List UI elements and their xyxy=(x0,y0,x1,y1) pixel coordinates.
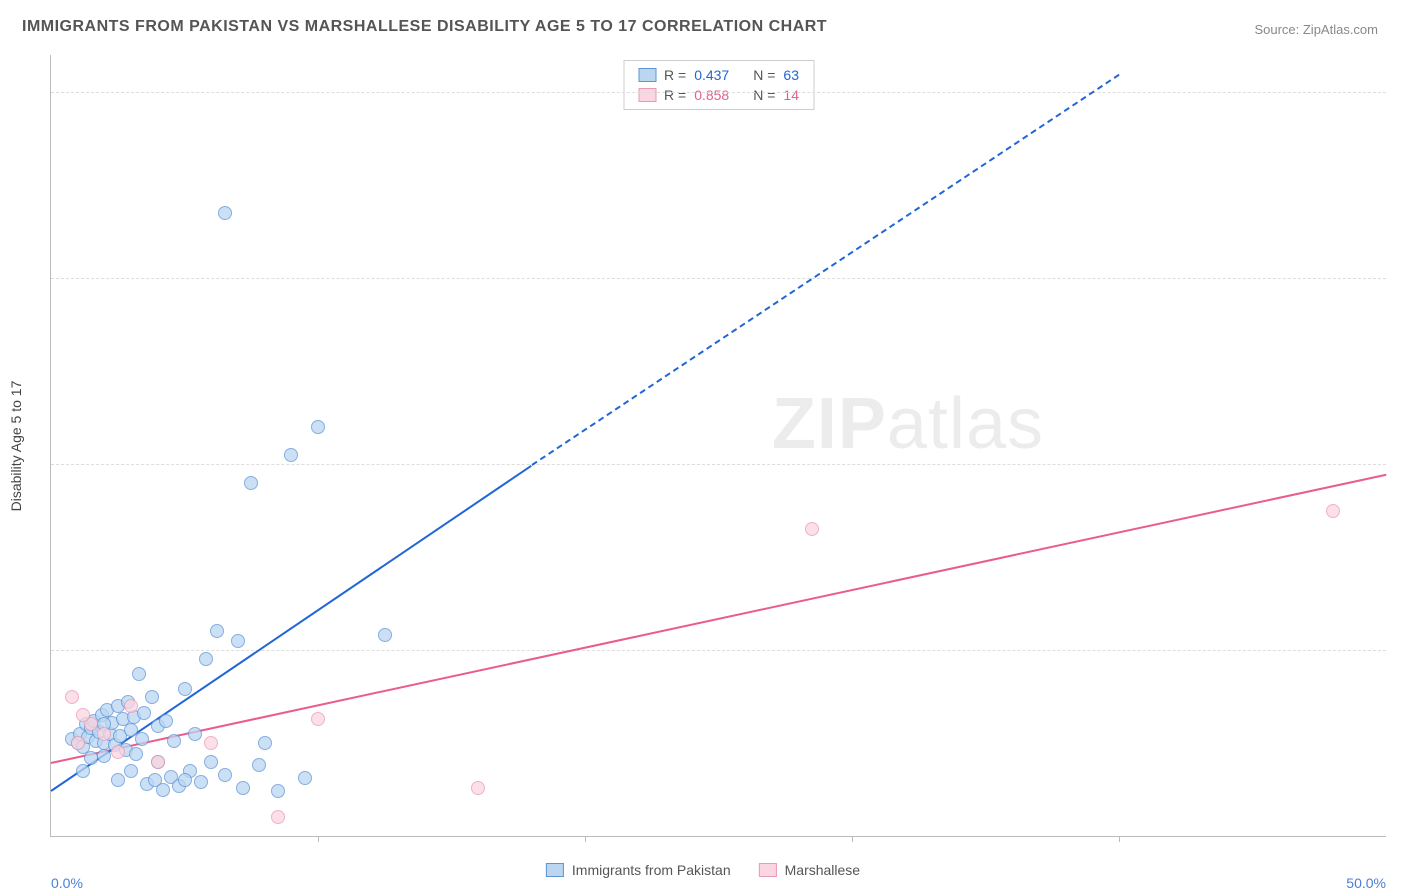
legend-row-pink: R = 0.858 N = 14 xyxy=(638,85,799,105)
watermark: ZIPatlas xyxy=(772,383,1044,465)
data-point-blue xyxy=(244,476,258,490)
data-point-blue xyxy=(159,714,173,728)
source-attribution: Source: ZipAtlas.com xyxy=(1254,22,1378,37)
series-legend: Immigrants from Pakistan Marshallese xyxy=(546,862,860,878)
legend-R-label: R = xyxy=(664,87,686,103)
trend-line-blue-dashed xyxy=(531,74,1119,466)
legend-N-pink: 14 xyxy=(783,87,799,103)
data-point-blue xyxy=(378,628,392,642)
data-point-blue xyxy=(76,764,90,778)
legend-label-pink: Marshallese xyxy=(785,862,860,878)
x-tick-mark xyxy=(852,836,853,842)
data-point-pink xyxy=(111,745,125,759)
data-point-blue xyxy=(137,706,151,720)
data-point-pink xyxy=(71,736,85,750)
x-tick-mark xyxy=(585,836,586,842)
data-point-blue xyxy=(210,624,224,638)
legend-R-label: R = xyxy=(664,67,686,83)
gridline-h xyxy=(51,278,1386,279)
legend-swatch-blue xyxy=(638,68,656,82)
y-axis-label: Disability Age 5 to 17 xyxy=(8,380,24,511)
data-point-blue xyxy=(111,773,125,787)
data-point-blue xyxy=(298,771,312,785)
data-point-pink xyxy=(204,736,218,750)
data-point-blue xyxy=(194,775,208,789)
data-point-blue xyxy=(97,749,111,763)
y-tick-label: 30.0% xyxy=(1391,270,1406,286)
data-point-blue xyxy=(231,634,245,648)
data-point-pink xyxy=(65,690,79,704)
source-link[interactable]: ZipAtlas.com xyxy=(1303,22,1378,37)
chart-title: IMMIGRANTS FROM PAKISTAN VS MARSHALLESE … xyxy=(22,18,827,36)
legend-item-pink: Marshallese xyxy=(759,862,860,878)
data-point-blue xyxy=(145,690,159,704)
legend-swatch-pink xyxy=(638,88,656,102)
x-tick-mark xyxy=(1119,836,1120,842)
data-point-blue xyxy=(218,768,232,782)
legend-swatch-pink-bottom xyxy=(759,863,777,877)
data-point-pink xyxy=(124,699,138,713)
data-point-pink xyxy=(271,810,285,824)
scatter-plot-area: Disability Age 5 to 17 ZIPatlas R = 0.43… xyxy=(50,55,1386,837)
data-point-pink xyxy=(311,712,325,726)
data-point-blue xyxy=(167,734,181,748)
trend-line-blue xyxy=(50,464,532,791)
data-point-pink xyxy=(805,522,819,536)
data-point-blue xyxy=(124,764,138,778)
data-point-pink xyxy=(76,708,90,722)
gridline-h xyxy=(51,650,1386,651)
x-tick-label: 50.0% xyxy=(1346,875,1386,891)
watermark-atlas: atlas xyxy=(887,384,1044,464)
data-point-blue xyxy=(252,758,266,772)
data-point-blue xyxy=(284,448,298,462)
data-point-pink xyxy=(1326,504,1340,518)
y-tick-label: 40.0% xyxy=(1391,84,1406,100)
data-point-pink xyxy=(97,727,111,741)
watermark-zip: ZIP xyxy=(772,384,887,464)
data-point-blue xyxy=(218,206,232,220)
y-tick-label: 10.0% xyxy=(1391,642,1406,658)
data-point-blue xyxy=(84,751,98,765)
data-point-blue xyxy=(178,773,192,787)
x-tick-label: 0.0% xyxy=(51,875,83,891)
legend-R-pink: 0.858 xyxy=(694,87,729,103)
data-point-blue xyxy=(188,727,202,741)
source-prefix: Source: xyxy=(1254,22,1302,37)
legend-item-blue: Immigrants from Pakistan xyxy=(546,862,731,878)
gridline-h xyxy=(51,464,1386,465)
data-point-blue xyxy=(258,736,272,750)
data-point-blue xyxy=(204,755,218,769)
gridline-h xyxy=(51,92,1386,93)
legend-N-label: N = xyxy=(753,67,775,83)
data-point-blue xyxy=(156,783,170,797)
legend-row-blue: R = 0.437 N = 63 xyxy=(638,65,799,85)
data-point-blue xyxy=(135,732,149,746)
data-point-blue xyxy=(236,781,250,795)
x-tick-mark xyxy=(318,836,319,842)
data-point-blue xyxy=(129,747,143,761)
data-point-pink xyxy=(471,781,485,795)
data-point-blue xyxy=(178,682,192,696)
trend-line-pink xyxy=(51,473,1386,763)
legend-N-label: N = xyxy=(753,87,775,103)
legend-label-blue: Immigrants from Pakistan xyxy=(572,862,731,878)
correlation-legend: R = 0.437 N = 63 R = 0.858 N = 14 xyxy=(623,60,814,110)
data-point-blue xyxy=(199,652,213,666)
legend-R-blue: 0.437 xyxy=(694,67,729,83)
data-point-pink xyxy=(151,755,165,769)
data-point-blue xyxy=(132,667,146,681)
y-tick-label: 20.0% xyxy=(1391,456,1406,472)
data-point-blue xyxy=(271,784,285,798)
legend-swatch-blue-bottom xyxy=(546,863,564,877)
legend-N-blue: 63 xyxy=(783,67,799,83)
data-point-blue xyxy=(311,420,325,434)
